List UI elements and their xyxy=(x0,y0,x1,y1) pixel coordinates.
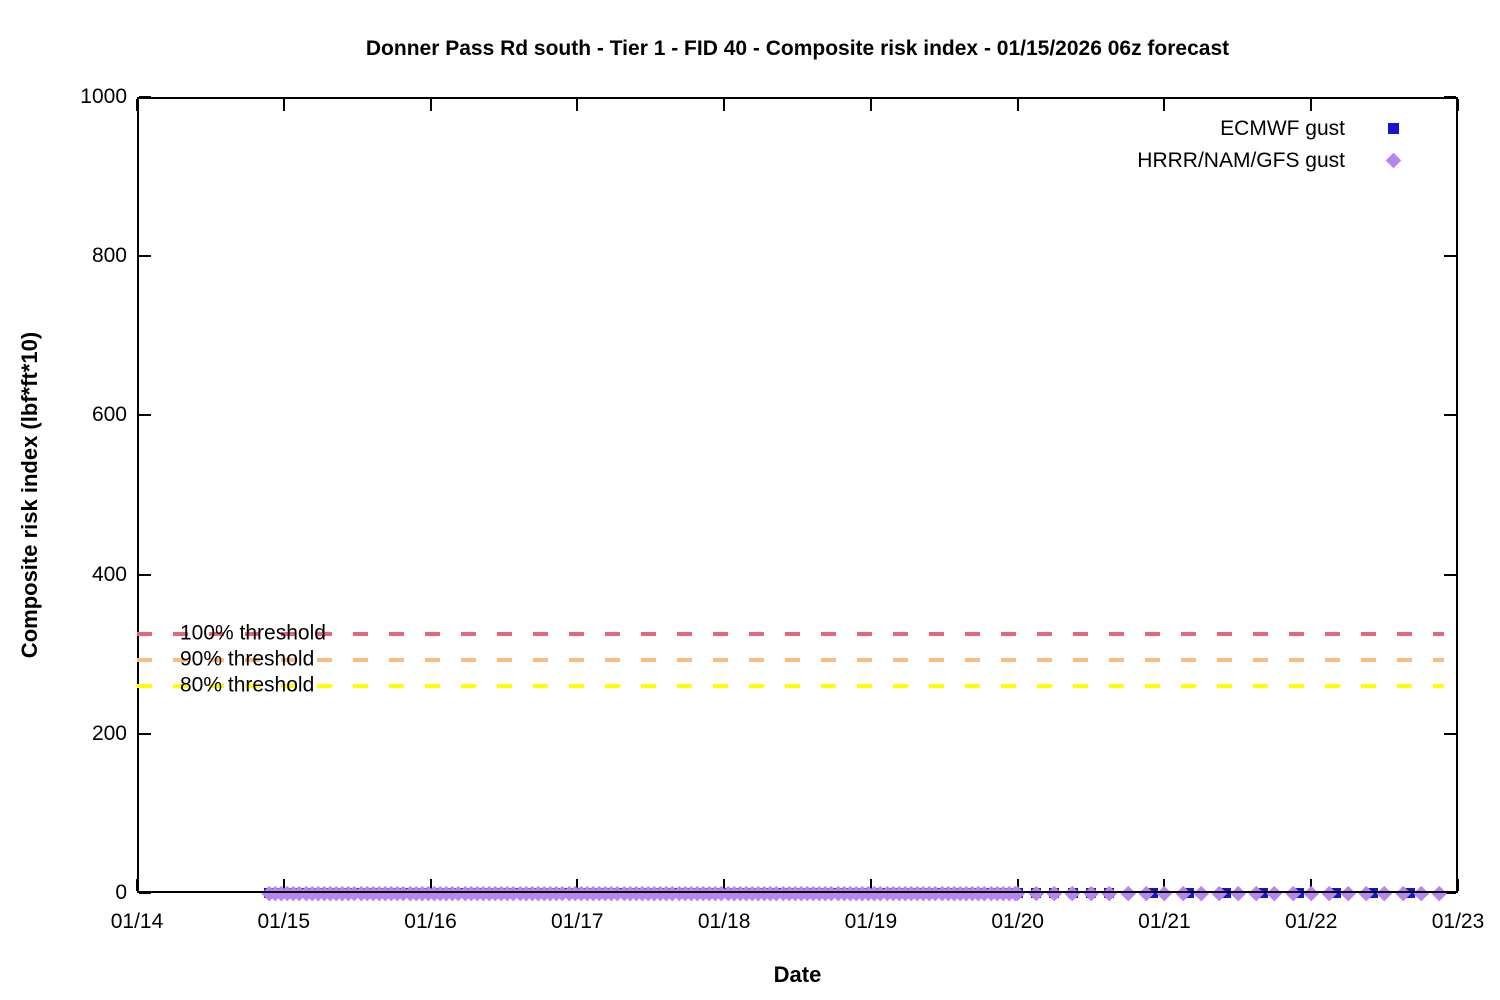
threshold-label: 80% threshold xyxy=(180,673,315,697)
y-tick-label: 200 xyxy=(91,721,127,745)
x-axis-line xyxy=(137,891,1458,893)
plot-area: 100% threshold 90% threshold 80% threshold xyxy=(136,96,1459,901)
y-tick-left xyxy=(139,892,151,894)
x-tick-top xyxy=(723,99,726,111)
x-tick-label: 01/22 xyxy=(1284,910,1338,933)
x-tick-bottom xyxy=(1457,879,1459,891)
y-axis-label: Composite risk index (lbf*ft*10) xyxy=(17,331,43,659)
y-tick-label: 0 xyxy=(115,881,127,904)
x-tick-bottom xyxy=(1310,879,1313,891)
x-tick-top xyxy=(1016,99,1019,111)
x-axis-label: Date xyxy=(773,962,822,987)
x-tick-bottom xyxy=(1163,879,1166,891)
y-tick-right xyxy=(1444,573,1456,576)
x-tick-label: 01/20 xyxy=(991,910,1044,933)
y-tick-left xyxy=(139,732,151,735)
y-tick-right xyxy=(1444,255,1456,258)
x-tick-label: 01/21 xyxy=(1138,910,1191,933)
y-tick-right xyxy=(1444,414,1456,417)
x-tick-top xyxy=(282,99,285,111)
x-tick-top xyxy=(1457,99,1459,111)
y-tick-right xyxy=(1444,732,1456,735)
x-tick-top xyxy=(429,99,432,111)
x-tick-top xyxy=(869,99,872,111)
threshold-line xyxy=(137,684,1444,689)
y-tick-left xyxy=(139,573,151,576)
x-tick-bottom xyxy=(576,879,579,891)
legend-label: ECMWF gust xyxy=(1220,117,1345,140)
y-tick-label: 800 xyxy=(91,244,127,268)
x-tick-label: 01/18 xyxy=(697,910,751,933)
x-tick-top xyxy=(1310,99,1313,111)
threshold-label: 100% threshold xyxy=(180,621,326,645)
threshold-line xyxy=(137,658,1444,663)
y-tick-left xyxy=(139,255,151,258)
x-tick-bottom xyxy=(723,879,726,891)
x-tick-bottom xyxy=(869,879,872,891)
x-tick-label: 01/23 xyxy=(1431,910,1485,933)
y-tick-label: 600 xyxy=(91,403,127,427)
x-tick-label: 01/17 xyxy=(551,910,604,933)
threshold-line xyxy=(137,632,1444,637)
plot-border xyxy=(137,97,1458,893)
x-tick-bottom xyxy=(282,879,285,891)
y-tick-label: 1000 xyxy=(80,85,127,108)
chart-title: Donner Pass Rd south - Tier 1 - FID 40 -… xyxy=(365,37,1230,60)
legend-marker-square xyxy=(1388,123,1399,134)
legend-label: HRRR/NAM/GFS gust xyxy=(1137,149,1345,172)
x-tick-top xyxy=(1163,99,1166,111)
x-tick-bottom xyxy=(429,879,432,891)
x-tick-label: 01/19 xyxy=(844,910,898,933)
threshold-label: 90% threshold xyxy=(180,647,315,671)
legend-row: ECMWF gust xyxy=(860,115,1345,143)
x-tick-label: 01/16 xyxy=(404,910,457,933)
y-tick-right xyxy=(1444,892,1456,894)
y-tick-label: 400 xyxy=(91,562,127,586)
x-tick-label: 01/15 xyxy=(257,910,311,933)
legend-row: HRRR/NAM/GFS gust xyxy=(860,147,1345,175)
x-tick-label: 01/14 xyxy=(110,910,164,933)
y-tick-left xyxy=(139,414,151,417)
x-tick-bottom xyxy=(1016,879,1019,891)
x-tick-top xyxy=(576,99,579,111)
